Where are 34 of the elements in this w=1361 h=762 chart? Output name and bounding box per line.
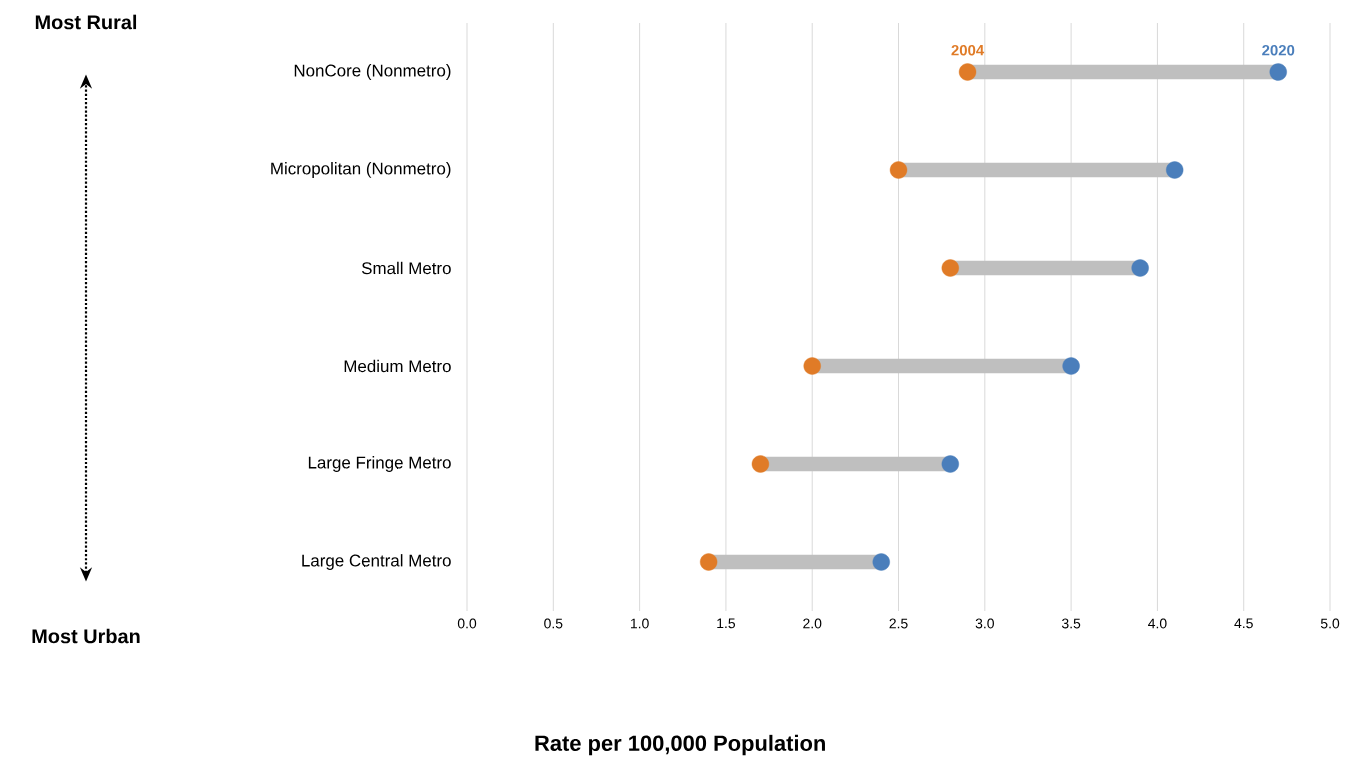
x-tick-label: 5.0 [1320, 618, 1340, 629]
text: Most Urban [32, 628, 140, 644]
point [958, 63, 977, 81]
y-tick-label: Medium Metro [344, 359, 451, 373]
point [941, 455, 959, 473]
x-axis-title: Rate per 100,000 Population [535, 734, 825, 756]
point [941, 259, 959, 277]
x-tick-label: 4.0 [1148, 618, 1167, 629]
y-tick-label: Large Central Metro [302, 554, 451, 570]
x-tick-label: 3.5 [1061, 618, 1081, 629]
y-tick-label: Large Fringe Metro [308, 456, 451, 472]
point [872, 553, 890, 571]
x-tick-label: 2.5 [889, 618, 908, 629]
x-tick-label: 1.0 [630, 618, 649, 629]
x-tick-label: 4.5 [1234, 618, 1253, 629]
x-tick-label: 1.5 [717, 618, 736, 629]
series-label: 2004 [951, 44, 985, 56]
x-tick-label: 0.0 [457, 618, 477, 629]
point [699, 553, 718, 571]
point [1131, 259, 1149, 277]
text: Most Rural [35, 14, 137, 30]
point [803, 357, 821, 375]
x-tick-label: 0.5 [544, 618, 563, 629]
x-tick-label: 3.0 [975, 618, 994, 629]
y-tick-label: Small Metro [361, 261, 451, 275]
point [1062, 357, 1080, 375]
point [751, 455, 770, 473]
x-tick-label: 2.0 [803, 618, 822, 629]
y-tick-label: Micropolitan (Nonmetro) [271, 162, 451, 178]
series-label: 2020 [1262, 44, 1295, 56]
point [1166, 161, 1184, 179]
y-tick-label: NonCore (Nonmetro) [294, 64, 451, 80]
point [1269, 63, 1287, 81]
point [889, 161, 908, 179]
